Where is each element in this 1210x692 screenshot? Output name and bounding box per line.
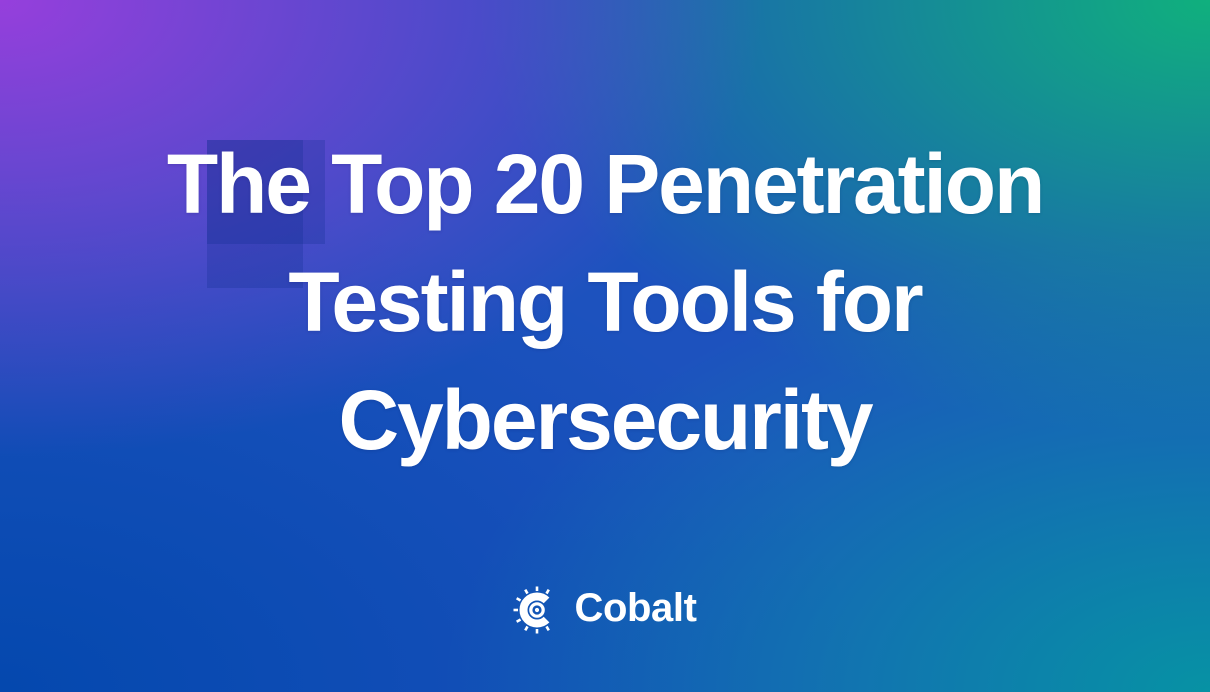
cobalt-dial-icon (513, 586, 551, 634)
page-title: The Top 20 Penetration Testing Tools for… (0, 125, 1210, 479)
cobalt-logo-text: Cobalt (574, 586, 697, 630)
title-line-3: Cybersecurity (338, 373, 874, 467)
cobalt-logo: Cobalt (0, 586, 1210, 634)
title-line-1: The Top 20 Penetration (166, 137, 1045, 231)
title-line-2: Testing Tools for (288, 255, 923, 349)
decorative-square-wide (207, 140, 325, 244)
decorative-square-tall (207, 140, 303, 288)
